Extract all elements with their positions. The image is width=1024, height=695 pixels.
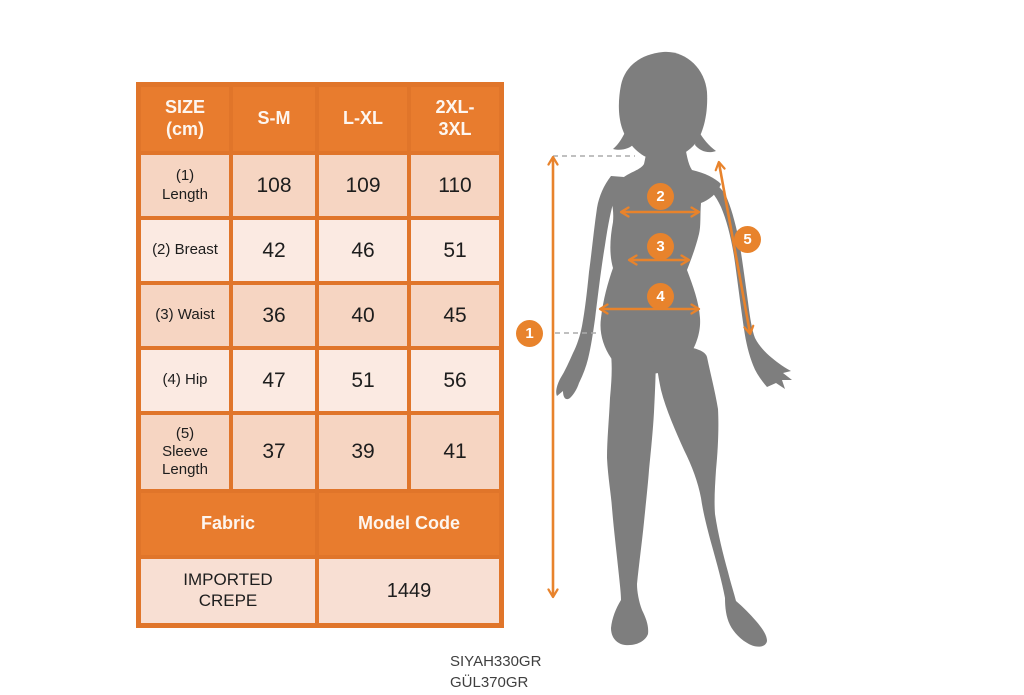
hip-s-m: 47 <box>233 350 315 411</box>
waist-2xl-3xl: 45 <box>411 285 499 346</box>
row-label-breast: (2) Breast <box>141 220 229 281</box>
sleeve-s-m: 37 <box>233 415 315 489</box>
measure-point-4-badge: 4 <box>647 283 674 310</box>
table-row-sleeve-length: (5) Sleeve Length 37 39 41 <box>141 415 499 489</box>
size-chart-table: SIZE (cm) S-M L-XL 2XL- 3XL (1) Length 1… <box>136 82 504 628</box>
dashed-reference-lines <box>553 155 635 334</box>
measurement-figure <box>515 30 825 655</box>
length-s-m: 108 <box>233 155 315 216</box>
length-l-xl: 109 <box>319 155 407 216</box>
waist-s-m: 36 <box>233 285 315 346</box>
size-cm-header: SIZE (cm) <box>141 87 229 151</box>
table-row-hip: (4) Hip 47 51 56 <box>141 350 499 411</box>
sleeve-arrow <box>714 160 755 336</box>
breast-2xl-3xl: 51 <box>411 220 499 281</box>
female-silhouette <box>556 51 792 647</box>
measure-point-1-badge: 1 <box>516 320 543 347</box>
row-label-length: (1) Length <box>141 155 229 216</box>
measure-point-3-badge: 3 <box>647 233 674 260</box>
col-header-l-xl: L-XL <box>319 87 407 151</box>
table-row-fabric: IMPORTED CREPE 1449 <box>141 559 499 623</box>
row-label-hip: (4) Hip <box>141 350 229 411</box>
fabric-header: Fabric <box>141 493 315 555</box>
table-row-length: (1) Length 108 109 110 <box>141 155 499 216</box>
model-code-value: 1449 <box>319 559 499 623</box>
measure-point-2-badge: 2 <box>647 183 674 210</box>
sleeve-l-xl: 39 <box>319 415 407 489</box>
female-silhouette-diagram <box>547 51 792 647</box>
model-code-header: Model Code <box>319 493 499 555</box>
col-header-2xl-3xl: 2XL- 3XL <box>411 87 499 151</box>
breast-s-m: 42 <box>233 220 315 281</box>
fabric-value: IMPORTED CREPE <box>141 559 315 623</box>
product-code-2: GÜL370GR <box>450 674 529 691</box>
breast-l-xl: 46 <box>319 220 407 281</box>
measure-point-5-badge: 5 <box>734 226 761 253</box>
measurement-arrows <box>547 155 755 599</box>
length-2xl-3xl: 110 <box>411 155 499 216</box>
product-code-1: SIYAH330GR <box>450 653 542 670</box>
col-header-s-m: S-M <box>233 87 315 151</box>
row-label-sleeve-length: (5) Sleeve Length <box>141 415 229 489</box>
row-label-waist: (3) Waist <box>141 285 229 346</box>
hip-l-xl: 51 <box>319 350 407 411</box>
hip-2xl-3xl: 56 <box>411 350 499 411</box>
table-row-waist: (3) Waist 36 40 45 <box>141 285 499 346</box>
sleeve-2xl-3xl: 41 <box>411 415 499 489</box>
table-row-breast: (2) Breast 42 46 51 <box>141 220 499 281</box>
product-codes: SIYAH330GR GÜL370GR <box>450 651 541 693</box>
waist-l-xl: 40 <box>319 285 407 346</box>
